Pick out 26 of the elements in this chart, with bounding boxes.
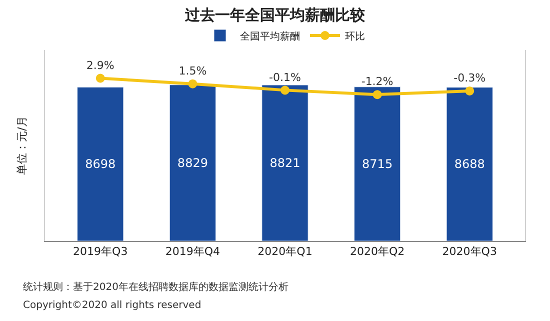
legend-label: 全国平均薪酬 bbox=[240, 30, 300, 42]
text: 统计规则：基于2020年在线招聘数据库的数据监测统计分析 bbox=[23, 281, 288, 293]
point bbox=[465, 86, 474, 96]
x-tick-label: 2019年Q3 bbox=[73, 245, 128, 258]
data-label: 8698 bbox=[85, 157, 116, 172]
x-tick-label: 2020年Q1 bbox=[258, 245, 312, 258]
x-tick-label: 2020年Q2 bbox=[350, 245, 405, 258]
x-tick-label: 2020年Q3 bbox=[442, 245, 497, 258]
chart-title: 过去一年全国平均薪酬比较 bbox=[184, 6, 366, 24]
data-label: -0.3% bbox=[454, 72, 486, 85]
point bbox=[96, 74, 105, 83]
data-label: 8688 bbox=[454, 157, 485, 172]
x-tick-label: 2019年Q4 bbox=[165, 245, 220, 258]
data-label: 8821 bbox=[270, 156, 300, 170]
point bbox=[372, 90, 382, 100]
legend-label: 环比 bbox=[345, 30, 365, 42]
text: Copyright©2020 all rights reserved bbox=[23, 300, 202, 311]
data-label: 1.5% bbox=[178, 64, 207, 78]
data-label: 8715 bbox=[362, 156, 393, 171]
data-label: 8829 bbox=[177, 156, 208, 170]
data-label: 2.9% bbox=[86, 58, 114, 72]
y-axis-title: 单位：元/月 bbox=[16, 116, 29, 175]
data-label: -1.2% bbox=[361, 75, 394, 88]
point bbox=[188, 79, 198, 88]
data-label: -0.1% bbox=[269, 70, 301, 84]
point bbox=[280, 86, 290, 95]
